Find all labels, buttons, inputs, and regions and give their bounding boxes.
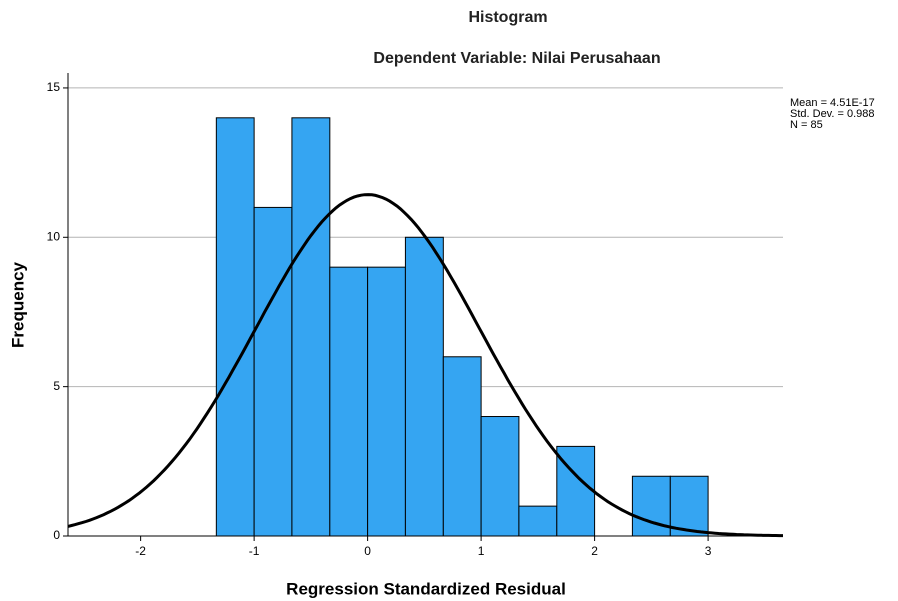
x-tick-label: 2: [591, 544, 598, 558]
bar: [480, 416, 520, 537]
bar: [518, 505, 558, 537]
stat-annotation: Mean = 4.51E-17: [790, 97, 875, 109]
normal-curve: [67, 193, 783, 538]
x-tick-label: -1: [249, 544, 260, 558]
bar: [404, 236, 444, 537]
bar: [669, 475, 709, 537]
x-tick-label: 3: [705, 544, 712, 558]
bar: [215, 117, 255, 537]
bar: [367, 266, 406, 537]
x-tick-label: -2: [135, 544, 146, 558]
bar: [253, 206, 293, 537]
bar: [291, 117, 331, 537]
stat-annotation: N = 85: [790, 119, 823, 131]
x-tick-label: 1: [478, 544, 485, 558]
y-tick-label: 10: [47, 229, 61, 243]
stat-annotation: Std. Dev. = 0.988: [790, 108, 875, 120]
y-axis-label: Frequency: [8, 261, 27, 348]
y-tick-label: 0: [53, 528, 60, 542]
x-tick-label: 0: [364, 544, 371, 558]
bar: [442, 356, 482, 537]
chart-subtitle: Dependent Variable: Nilai Perusahaan: [373, 50, 660, 67]
y-tick-label: 15: [47, 80, 61, 94]
x-axis-label: Regression Standardized Residual: [286, 579, 566, 598]
y-tick-label: 5: [53, 379, 60, 393]
chart-title: Histogram: [468, 9, 547, 26]
bar: [329, 266, 369, 537]
